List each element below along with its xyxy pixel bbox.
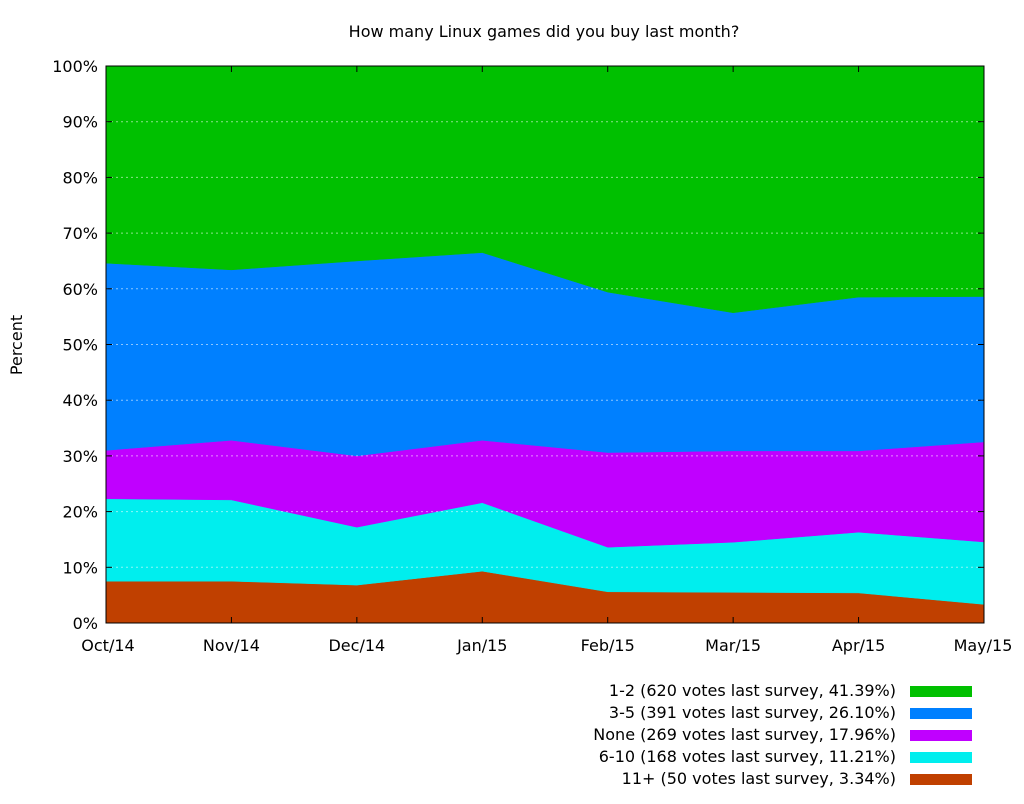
- y-tick-label: 70%: [62, 224, 98, 243]
- x-tick-label: Mar/15: [705, 636, 761, 655]
- legend-swatch: [910, 730, 972, 741]
- y-tick-label: 20%: [62, 503, 98, 522]
- y-tick-label: 80%: [62, 168, 98, 187]
- legend-swatch: [910, 774, 972, 785]
- legend-swatch: [910, 686, 972, 697]
- ticks-layer: 0% 10% 20% 30% 40% 50% 60% 70% 80% 90% 100% Oct/14 N…: [52, 57, 1012, 655]
- x-tick-label: Jan/15: [456, 636, 507, 655]
- legend-item-none: None (269 votes last survey, 17.96%): [593, 725, 972, 744]
- y-axis-label: Percent: [7, 315, 26, 375]
- chart-title: How many Linux games did you buy last mo…: [349, 22, 740, 41]
- legend-label: 11+ (50 votes last survey, 3.34%): [622, 769, 896, 788]
- grid-layer: [106, 121, 984, 568]
- legend-label: 3-5 (391 votes last survey, 26.10%): [609, 703, 896, 722]
- x-tick-label: Dec/14: [328, 636, 385, 655]
- legend-swatch: [910, 752, 972, 763]
- y-tick-label: 40%: [62, 391, 98, 410]
- legend-item-11: 11+ (50 votes last survey, 3.34%): [622, 769, 972, 788]
- areas-layer: [105, 65, 985, 624]
- x-tick-label: Nov/14: [203, 636, 260, 655]
- legend-label: None (269 votes last survey, 17.96%): [593, 725, 896, 744]
- x-tick-label: May/15: [954, 636, 1013, 655]
- y-tick-label: 0%: [73, 614, 98, 633]
- legend-label: 1-2 (620 votes last survey, 41.39%): [609, 681, 896, 700]
- y-tick-label: 10%: [62, 558, 98, 577]
- legend-label: 6-10 (168 votes last survey, 11.21%): [599, 747, 896, 766]
- legend-item-1-2: 1-2 (620 votes last survey, 41.39%): [609, 681, 972, 700]
- y-tick-label: 90%: [62, 113, 98, 132]
- legend: 1-2 (620 votes last survey, 41.39%) 3-5 (…: [593, 681, 972, 788]
- x-tick-label: Feb/15: [581, 636, 635, 655]
- y-tick-label: 60%: [62, 280, 98, 299]
- y-tick-label: 100%: [52, 57, 98, 76]
- x-tick-label: Oct/14: [81, 636, 134, 655]
- legend-item-6-10: 6-10 (168 votes last survey, 11.21%): [599, 747, 972, 766]
- x-tick-label: Apr/15: [832, 636, 885, 655]
- y-tick-label: 30%: [62, 447, 98, 466]
- legend-swatch: [910, 708, 972, 719]
- y-tick-label: 50%: [62, 336, 98, 355]
- legend-item-3-5: 3-5 (391 votes last survey, 26.10%): [609, 703, 972, 722]
